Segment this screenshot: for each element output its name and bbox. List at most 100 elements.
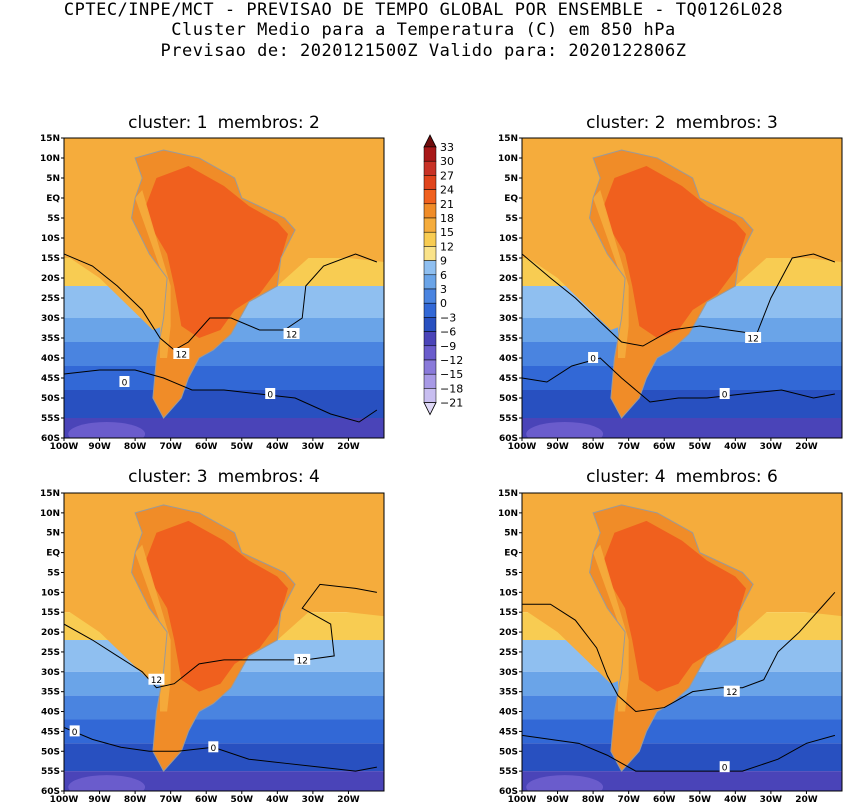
y-tick-label: 55S [41, 414, 60, 424]
colorbar-segment [423, 302, 437, 318]
title-line-3: Previsao de: 2020121500Z Valido para: 20… [160, 41, 687, 61]
temperature-band [64, 719, 384, 744]
colorbar-label: 33 [440, 141, 454, 154]
y-tick-label: 10S [41, 588, 60, 598]
x-tick-label: 90W [546, 795, 569, 803]
panel-cluster-label: cluster: 3 [128, 467, 208, 487]
colorbar-label: 24 [440, 184, 454, 197]
y-tick-label: 60S [41, 434, 60, 444]
colorbar-label: 15 [440, 226, 454, 239]
y-tick-label: 55S [499, 414, 518, 424]
x-tick-label: 40W [724, 442, 747, 452]
contour-label: 12 [296, 656, 307, 666]
y-tick-label: 20S [499, 274, 518, 284]
temperature-band [522, 342, 842, 366]
x-tick-label: 80W [582, 795, 605, 803]
x-tick-label: 20W [337, 795, 360, 803]
y-tick-label: 60S [499, 434, 518, 444]
y-tick-label: 10N [498, 509, 518, 519]
x-tick-label: 50W [231, 795, 254, 803]
x-tick-label: 100W [50, 442, 79, 452]
contour-0 [64, 369, 378, 423]
colorbar-label: −21 [440, 397, 463, 410]
contour-label-bg [719, 388, 730, 399]
cold-core [526, 775, 604, 791]
contour-label: 0 [122, 379, 128, 389]
y-tick-label: 15S [41, 608, 60, 618]
temperature-band [64, 743, 384, 772]
x-tick-label: 70W [159, 795, 182, 803]
y-tick-label: 5S [505, 214, 518, 224]
x-tick-label: 20W [337, 442, 360, 452]
contour-label: 0 [722, 764, 728, 774]
x-tick-label: 20W [795, 795, 818, 803]
x-tick-label: 60W [653, 442, 676, 452]
colorbar-label: −3 [440, 311, 456, 324]
x-tick-label: 60W [653, 795, 676, 803]
x-tick-label: 60W [195, 442, 218, 452]
y-tick-label: 25S [41, 648, 60, 658]
contour-label-bg [148, 673, 165, 685]
y-tick-label: 30S [41, 668, 60, 678]
y-tick-label: 50S [41, 747, 60, 757]
contour-label-bg [69, 725, 80, 737]
contour-label: 0 [72, 728, 78, 738]
y-tick-label: 30S [41, 314, 60, 324]
colorbar-label: 18 [440, 212, 454, 225]
y-tick-label: 25S [41, 294, 60, 304]
title-line-1: CPTEC/INPE/MCT - PREVISAO DE TEMPO GLOBA… [63, 0, 784, 20]
x-tick-label: 70W [617, 442, 640, 452]
map-field: 12 0 [522, 493, 842, 791]
x-tick-label: 90W [88, 795, 111, 803]
y-tick-label: 55S [499, 767, 518, 777]
contour-label: 0 [210, 744, 216, 754]
y-tick-label: 45S [41, 727, 60, 737]
y-tick-label: EQ [504, 549, 518, 559]
colorbar-label: 3 [440, 283, 447, 296]
y-tick-label: 10S [499, 234, 518, 244]
andes-cool-strip [135, 190, 171, 358]
x-tick-label: 40W [266, 795, 289, 803]
x-tick-label: 90W [88, 442, 111, 452]
colorbar-segment [423, 203, 437, 219]
map-frame [63, 137, 385, 439]
coastline [589, 504, 754, 772]
cold-core [68, 422, 146, 438]
colorbar-segment [423, 160, 437, 176]
x-tick-label: 30W [302, 442, 325, 452]
temperature-band [522, 366, 842, 390]
colorbar-label: 6 [440, 269, 447, 282]
y-tick-label: 5N [504, 529, 518, 539]
y-tick-label: EQ [504, 194, 518, 204]
y-tick-label: 20S [499, 628, 518, 638]
contour-label-bg [745, 332, 762, 343]
contour-label-bg [588, 352, 599, 363]
y-tick-label: 15S [499, 254, 518, 264]
colorbar-segment [423, 331, 437, 347]
title-line-2: Cluster Medio para a Temperatura (C) em … [171, 20, 676, 40]
y-tick-label: 5S [505, 568, 518, 578]
contour-label: 0 [267, 391, 273, 401]
x-tick-label: 90W [546, 442, 569, 452]
contour-0 [522, 734, 836, 772]
continent-hot-area [603, 520, 746, 692]
contour-label: 12 [176, 351, 187, 361]
map-panel: 12 12 0 0 15N 10N 5N EQ 5S 10S 15S 20S 25S 30S 35S 40S 4… [40, 134, 385, 452]
x-tick-label: 40W [724, 795, 747, 803]
y-tick-label: 20S [41, 628, 60, 638]
contour-label: 0 [590, 355, 596, 365]
contour-label: 12 [151, 676, 162, 686]
y-tick-label: 35S [499, 334, 518, 344]
y-tick-label: 40S [499, 354, 518, 364]
x-tick-label: 100W [50, 795, 79, 803]
contour-label: 12 [747, 335, 758, 345]
contour-label-bg [265, 388, 276, 399]
temperature-band [64, 390, 384, 418]
panel-cluster-label: cluster: 2 [586, 113, 666, 133]
coastline [131, 149, 296, 419]
coastline [131, 504, 296, 772]
colorbar-segment [423, 274, 437, 290]
y-tick-label: 35S [41, 688, 60, 698]
x-tick-label: 50W [689, 795, 712, 803]
y-tick-label: 30S [499, 668, 518, 678]
